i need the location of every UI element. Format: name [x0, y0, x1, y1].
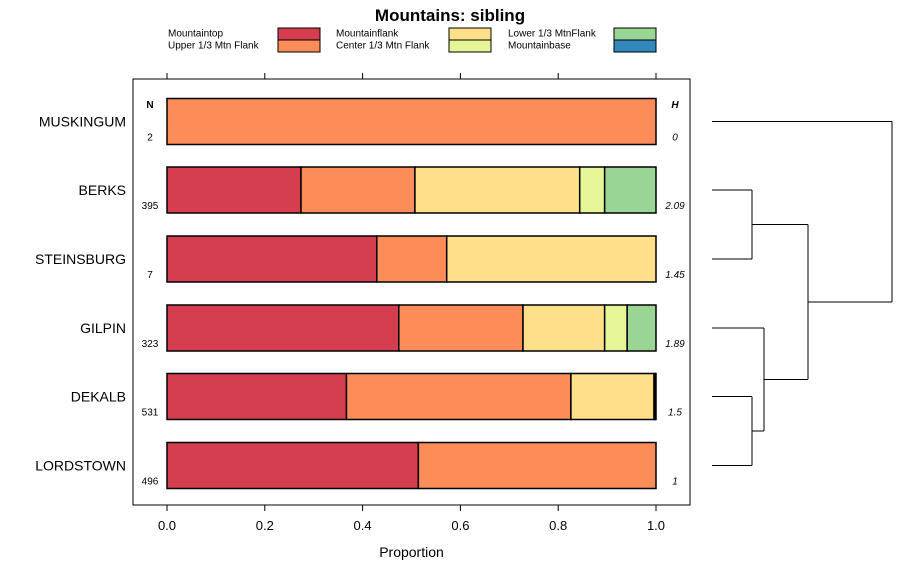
bar-segment-gilpin-upper-1-3-mtn-flank [398, 304, 524, 352]
n-value-muskingum: 2 [147, 133, 153, 144]
legend-label-mountainflank: Mountainflank [336, 29, 399, 40]
x-axis-title: Proportion [379, 544, 444, 560]
bar-segment-gilpin-mountainflank [522, 304, 606, 352]
bar-segment-gilpin-center-1-3-mtn-flank [603, 304, 628, 352]
bar-segment-muskingum-upper-1-3-mtn-flank [166, 97, 657, 146]
n-value-dekalb: 531 [142, 408, 159, 419]
x-tick-label: 0.6 [451, 518, 469, 533]
row-label-steinsburg: STEINSBURG [35, 251, 126, 267]
bar-segment-lordstown-upper-1-3-mtn-flank [417, 441, 657, 490]
n-header: N [146, 100, 153, 111]
legend-swatch-mountaintop [277, 27, 321, 41]
bar-row-muskingum: MUSKINGUM 2 0 [39, 97, 678, 146]
legend-label-mountaintop: Mountaintop [168, 29, 223, 40]
bar-row-gilpin: GILPIN 323 1.89 [80, 304, 685, 352]
x-tick-label: 0.2 [256, 518, 274, 533]
h-header: H [671, 100, 679, 111]
legend-swatch-lower-1-3-mtnflank [613, 27, 657, 41]
n-value-lordstown: 496 [142, 477, 159, 488]
legend-swatch-mountainflank [448, 27, 492, 41]
row-label-muskingum: MUSKINGUM [39, 114, 126, 130]
h-value-muskingum: 0 [672, 133, 678, 144]
bar-segment-steinsburg-upper-1-3-mtn-flank [376, 235, 448, 283]
row-label-lordstown: LORDSTOWN [35, 458, 126, 474]
bar-segment-gilpin-mountaintop [166, 304, 400, 352]
bar-segment-lordstown-mountaintop [166, 441, 420, 490]
bar-segment-dekalb-mountainflank [570, 372, 655, 421]
chart-title: Mountains: sibling [375, 6, 525, 25]
row-label-berks: BERKS [79, 182, 126, 198]
bar-segment-berks-mountaintop [166, 166, 302, 214]
n-value-steinsburg: 7 [147, 270, 153, 281]
row-label-dekalb: DEKALB [71, 389, 126, 405]
n-value-gilpin: 323 [142, 339, 159, 350]
legend-label-mountainbase: Mountainbase [508, 41, 571, 52]
bar-row-lordstown: LORDSTOWN 496 1 [35, 441, 678, 490]
x-tick-label: 0.0 [158, 518, 176, 533]
x-tick-label: 1.0 [647, 518, 665, 533]
plot-frame [132, 78, 691, 506]
bar-segment-berks-mountainflank [414, 166, 581, 214]
bar-row-dekalb: DEKALB 531 1.5 [71, 372, 682, 421]
h-value-berks: 2.09 [664, 201, 685, 212]
bar-row-berks: BERKS 395 2.09 [79, 166, 685, 214]
legend-swatch-upper-1-3-mtn-flank [277, 39, 321, 53]
bar-segment-berks-center-1-3-mtn-flank [578, 166, 606, 214]
bar-segment-gilpin-lower-1-3-mtnflank [626, 304, 657, 352]
h-value-steinsburg: 1.45 [665, 270, 685, 281]
bar-segment-dekalb-mountaintop [166, 372, 348, 421]
legend-label-lower-1-3-mtnflank: Lower 1/3 MtnFlank [508, 29, 597, 40]
legend-label-upper-1-3-mtn-flank: Upper 1/3 Mtn Flank [168, 41, 260, 52]
h-value-lordstown: 1 [672, 477, 678, 488]
n-value-berks: 395 [142, 201, 159, 212]
bar-segment-dekalb-lower-1-3-mtnflank [654, 372, 657, 421]
legend-swatch-mountainbase [613, 39, 657, 53]
dendrogram [712, 121, 893, 466]
legend-label-center-1-3-mtn-flank: Center 1/3 Mtn Flank [336, 41, 430, 52]
bar-row-steinsburg: STEINSBURG 7 1.45 [35, 235, 685, 283]
bar-segment-dekalb-upper-1-3-mtn-flank [345, 372, 572, 421]
bar-segment-steinsburg-mountainflank [445, 235, 657, 283]
x-axis: 0.0 0.2 0.4 0.6 0.8 1.0 [158, 73, 665, 533]
bar-segment-steinsburg-mountaintop [166, 235, 378, 283]
bar-group: MUSKINGUM 2 0 BERKS 395 2.09 STEINSBURG 7 1.45 GI… [35, 97, 685, 490]
x-tick-label: 0.8 [549, 518, 567, 533]
x-tick-label: 0.4 [354, 518, 372, 533]
h-value-dekalb: 1.5 [668, 408, 682, 419]
bar-segment-berks-upper-1-3-mtn-flank [300, 166, 416, 214]
row-label-gilpin: GILPIN [80, 320, 126, 336]
legend-swatch-center-1-3-mtn-flank [448, 39, 492, 53]
bar-segment-berks-lower-1-3-mtnflank [603, 166, 657, 214]
h-value-gilpin: 1.89 [665, 339, 685, 350]
